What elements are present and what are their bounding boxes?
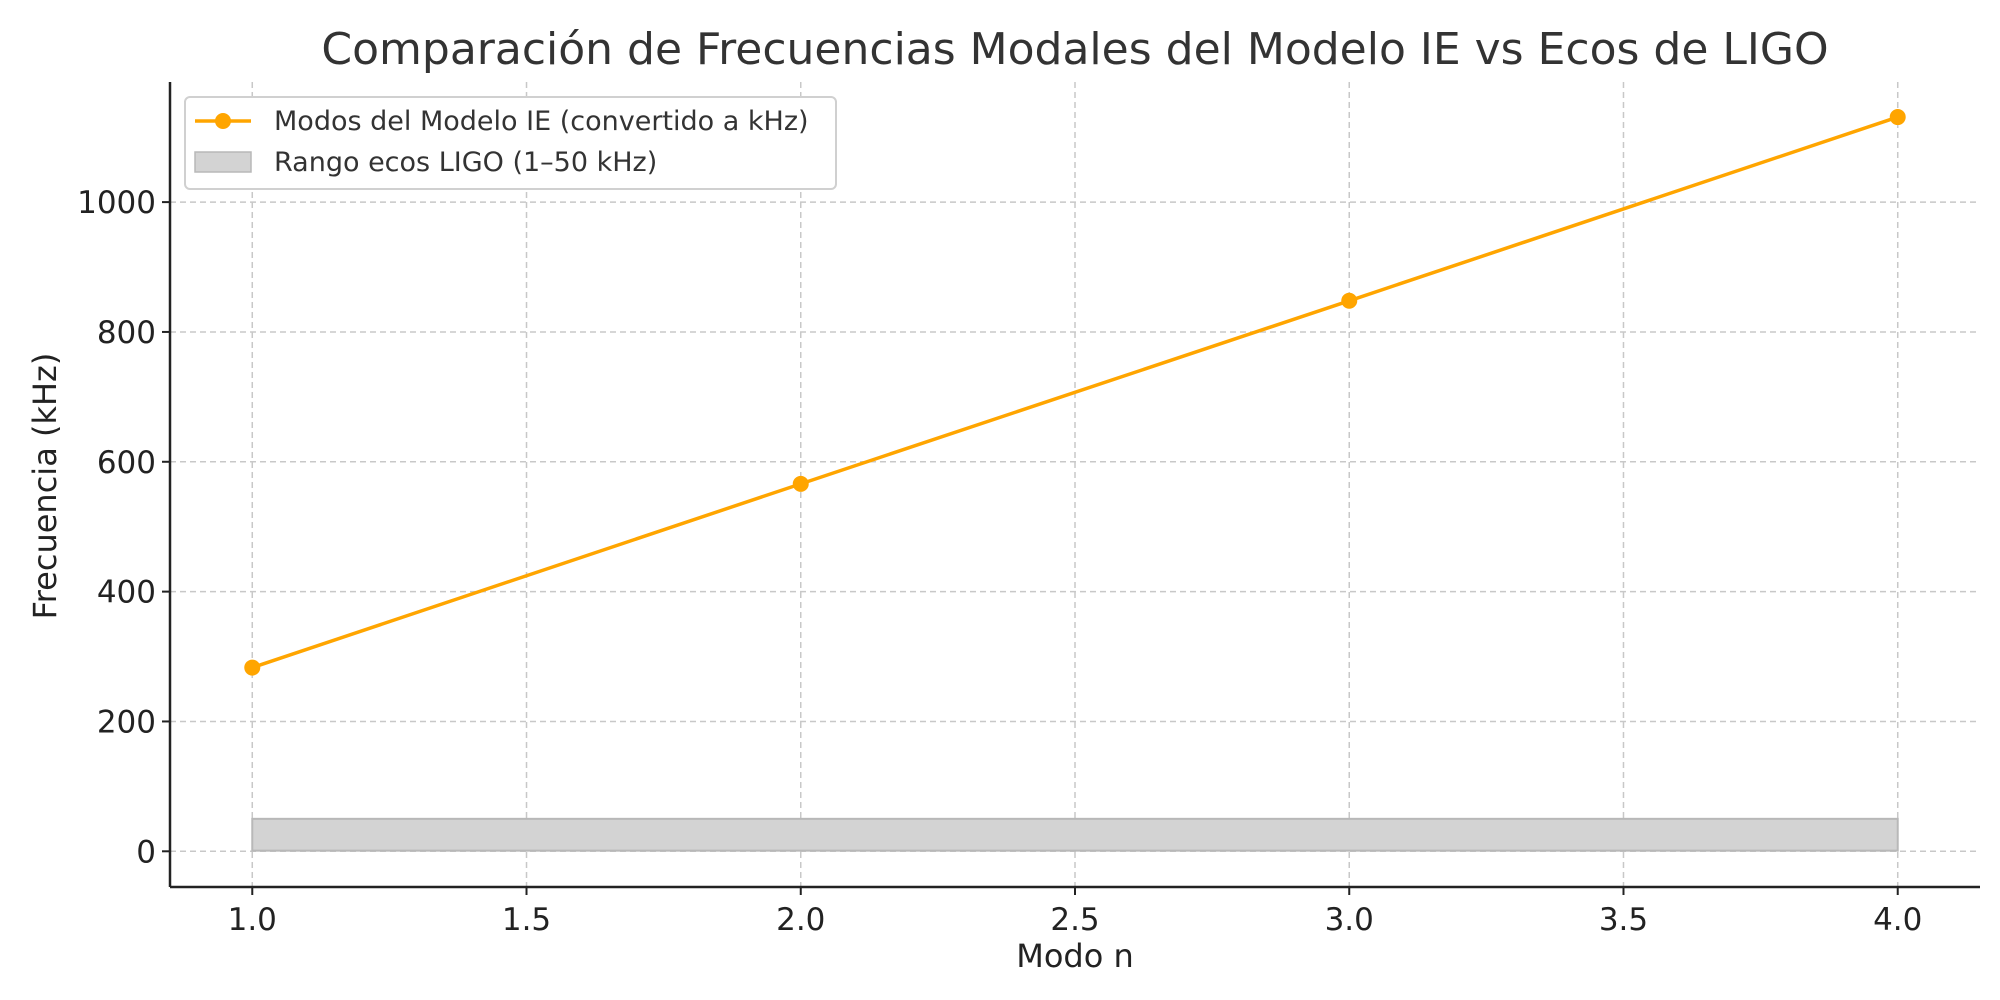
y-axis-label: Frecuencia (kHz): [26, 353, 64, 620]
legend-band-swatch: [194, 151, 252, 173]
series-point: [1341, 292, 1358, 309]
y-tick-label: 800: [97, 315, 156, 351]
series-line: [251, 115, 1899, 670]
x-axis-label: Modo n: [1016, 937, 1134, 975]
x-tick-label: 1.5: [502, 902, 551, 938]
x-tick-label: 1.0: [228, 902, 277, 938]
legend-marker-swatch: [215, 113, 231, 129]
series-point: [792, 475, 809, 492]
x-tick-label: 3.5: [1599, 902, 1648, 938]
y-tick-label: 0: [136, 834, 156, 870]
series-layer: [244, 109, 1906, 676]
x-tick-label: 2.5: [1050, 902, 1099, 938]
ligo-range-band: [251, 817, 1899, 852]
chart-title: Comparación de Frecuencias Modales del M…: [321, 24, 1828, 75]
legend-frame: [184, 96, 837, 190]
legend: Modos del Modelo IE (convertido a kHz) R…: [184, 96, 837, 190]
series-point: [244, 659, 261, 676]
y-tick-label: 200: [97, 704, 156, 740]
x-tick-label: 4.0: [1873, 902, 1922, 938]
y-tick-label: 600: [97, 445, 156, 481]
y-tick-label: 400: [97, 575, 156, 611]
grid-layer: [170, 82, 1980, 887]
x-tick-label: 3.0: [1325, 902, 1374, 938]
band-layer: [251, 817, 1899, 852]
legend-label-band: Rango ecos LIGO (1–50 kHz): [274, 147, 657, 178]
x-tick-label: 2.0: [776, 902, 825, 938]
series-point: [1889, 109, 1906, 126]
y-tick-label: 1000: [77, 185, 156, 221]
legend-label-series: Modos del Modelo IE (convertido a kHz): [274, 106, 809, 137]
ticks-layer: 1.0 1.5 2.0 2.5 3.0 3.5 4.0 0 200 400 600 800 1000: [77, 185, 1922, 938]
